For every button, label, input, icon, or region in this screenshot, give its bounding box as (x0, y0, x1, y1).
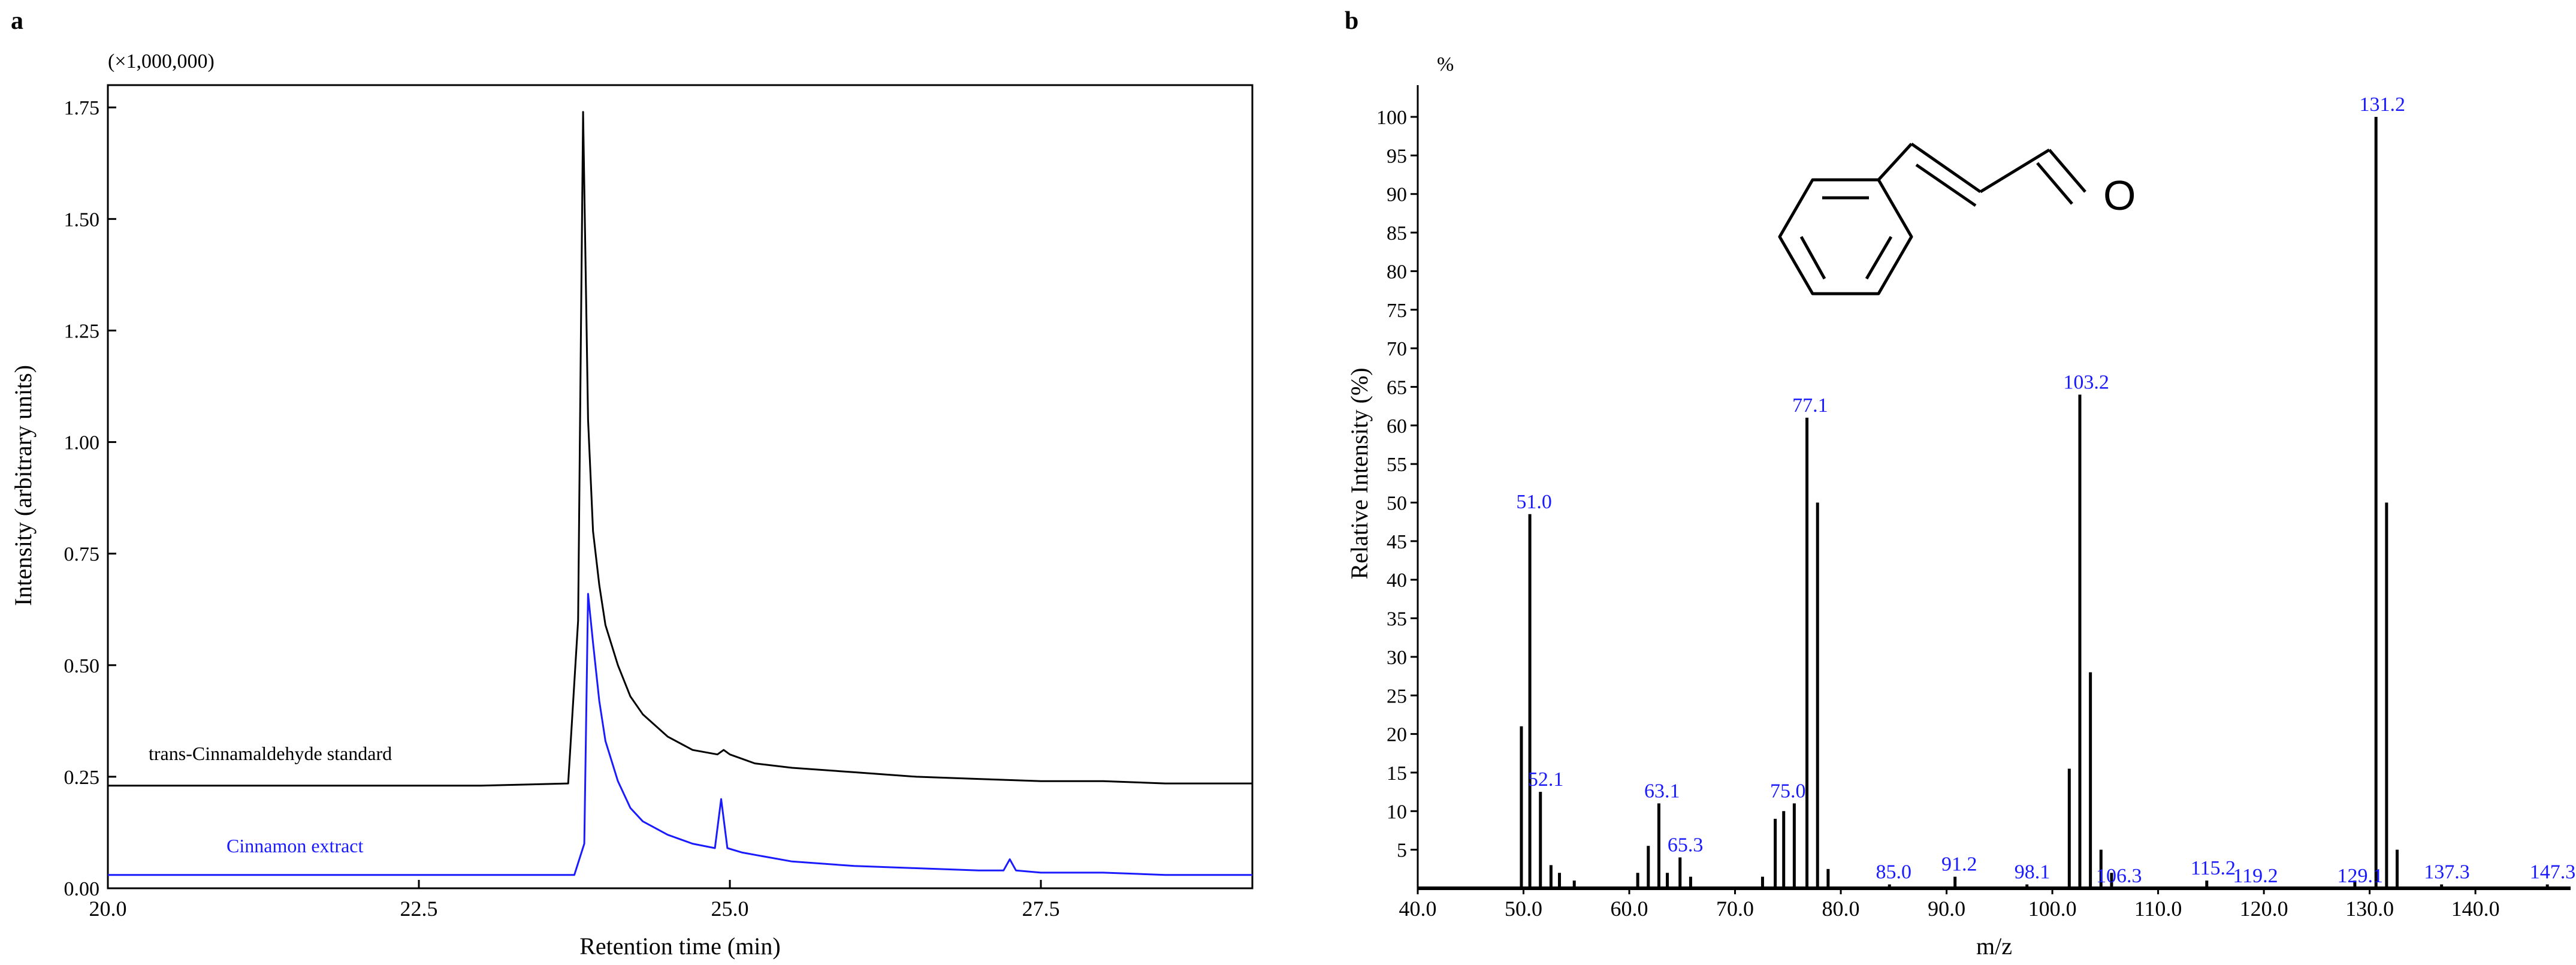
x-tick-label-a: 25.0 (711, 897, 749, 921)
x-tick-label-a: 20.0 (89, 897, 127, 921)
y-tick-label-b: 30 (1387, 647, 1407, 669)
y-tick-label-b: 80 (1387, 261, 1407, 283)
y-tick-label-b: 85 (1387, 222, 1407, 245)
plot-frame-a (107, 84, 1254, 889)
x-tick-label-b: 80.0 (1822, 897, 1860, 921)
peak-label: 106.3 (2096, 865, 2142, 887)
y-tick-label-a: 1.25 (64, 320, 100, 342)
x-tick-label-b: 40.0 (1399, 897, 1437, 921)
y-tick-label-b: 95 (1387, 145, 1407, 167)
ring-double-bond (1799, 236, 1826, 280)
y-tick-label-a: 0.00 (64, 878, 100, 900)
panel-a-chromatogram: a (×1,000,000) 0.00 0.25 0.50 0.75 1.00 1.25 1… (10, 7, 1254, 960)
ring-double-bond (1865, 236, 1893, 280)
x-axis-ticks-b: 40.0 50.0 60.0 70.0 80.0 90.0 100.0 110.0 120.0 1… (1399, 888, 2500, 921)
y-axis-ticks-b: 5 10 15 20 25 30 35 40 45 50 55 60 65 70 75 80 85 90 95 100 (1376, 107, 1418, 862)
y-axis-ticks-a: 0.00 0.25 0.50 0.75 1.00 1.25 1.50 1.75 (64, 97, 116, 900)
y-tick-label-b: 20 (1387, 724, 1407, 746)
peak-label: 103.2 (2063, 371, 2109, 393)
bond (1877, 143, 1913, 181)
y-tick-label-a: 1.50 (64, 209, 100, 231)
x-tick-label-b: 110.0 (2134, 897, 2182, 921)
y-tick-label-a: 0.75 (64, 544, 100, 566)
x-tick-label-a: 22.5 (400, 897, 438, 921)
y-tick-label-b: 70 (1387, 338, 1407, 360)
peak-label: 65.3 (1668, 834, 1704, 857)
x-tick-label-b: 50.0 (1505, 897, 1542, 921)
y-tick-label-b: 40 (1387, 569, 1407, 592)
oxygen-atom-label: O (2103, 172, 2136, 219)
y-tick-label-b: 55 (1387, 454, 1407, 476)
panel-b-label: b (1345, 7, 1358, 35)
y-tick-label-b: 50 (1387, 493, 1407, 515)
peak-label: 147.3 (2530, 861, 2576, 883)
y-tick-label-b: 60 (1387, 415, 1407, 438)
panel-a-label: a (11, 7, 23, 35)
peak-label: 85.0 (1876, 861, 1912, 883)
percent-unit-label: % (1437, 53, 1454, 76)
peak-label: 77.1 (1792, 394, 1828, 417)
peak-label: 98.1 (2015, 861, 2050, 883)
x-axis-ticks-a: 20.0 22.5 25.0 27.5 (89, 880, 1060, 921)
y-tick-label-b: 35 (1387, 608, 1407, 631)
cinnamaldehyde-structure (1778, 142, 2086, 295)
y-tick-label-a: 0.50 (64, 655, 100, 677)
x-tick-label-b: 60.0 (1611, 897, 1648, 921)
peak-label: 52.1 (1528, 768, 1564, 791)
y-tick-label-b: 75 (1387, 300, 1407, 322)
y-tick-label-b: 25 (1387, 685, 1407, 707)
panel-b-mass-spectrum: b % 5 10 15 20 25 30 35 40 45 50 55 60 65 70 75 80 85 90 9… (1345, 7, 2575, 960)
peak-label: 115.2 (2191, 857, 2236, 879)
peak-label: 91.2 (1941, 854, 1977, 876)
peak-label: 137.3 (2424, 861, 2470, 883)
series-label-extract: Cinnamon extract (227, 835, 363, 857)
y-axis-title-b: Relative Intensity (%) (1346, 367, 1373, 579)
series-label-standard: trans-Cinnamaldehyde standard (149, 743, 392, 764)
bond (1979, 148, 2050, 194)
y-tick-label-b: 5 (1397, 840, 1407, 862)
peak-label: 75.0 (1770, 780, 1806, 802)
y-tick-label-b: 15 (1387, 762, 1407, 785)
peak-label: 51.0 (1516, 491, 1552, 513)
y-axis-title-a: Intensity (arbitrary units) (10, 365, 37, 606)
y-tick-label-a: 1.75 (64, 97, 100, 119)
peak-label: 131.2 (2360, 94, 2406, 116)
x-tick-label-b: 130.0 (2345, 897, 2394, 921)
x-axis-title-b: m/z (1976, 933, 2012, 960)
peak-label: 119.2 (2233, 865, 2278, 887)
x-tick-label-b: 90.0 (1928, 897, 1965, 921)
y-tick-label-b: 10 (1387, 801, 1407, 823)
trace-1 (108, 593, 1252, 876)
y-multiplier-label: (×1,000,000) (108, 50, 215, 73)
y-tick-label-b: 90 (1387, 184, 1407, 206)
x-tick-label-b: 120.0 (2240, 897, 2288, 921)
spectrum-peaks (1520, 117, 2549, 888)
y-tick-label-a: 1.00 (64, 432, 100, 454)
alkene-double-bond (1915, 163, 1977, 207)
trace-0 (108, 111, 1252, 787)
y-tick-label-b: 45 (1387, 531, 1407, 553)
chromatogram-traces (108, 111, 1252, 876)
bond (1910, 142, 1982, 194)
carbonyl-bond (2048, 149, 2086, 193)
x-tick-label-b: 70.0 (1716, 897, 1754, 921)
carbonyl-double-bond (2036, 162, 2073, 205)
y-tick-label-a: 0.25 (64, 767, 100, 789)
x-axis-title-a: Retention time (min) (579, 933, 781, 960)
y-tick-label-b: 100 (1376, 107, 1407, 129)
x-tick-label-b: 100.0 (2028, 897, 2077, 921)
y-tick-label-b: 65 (1387, 376, 1407, 399)
x-tick-label-a: 27.5 (1022, 897, 1060, 921)
peak-label: 63.1 (1644, 780, 1680, 802)
peak-label: 129.1 (2337, 865, 2383, 887)
x-tick-label-b: 140.0 (2451, 897, 2500, 921)
peak-labels: 51.0 52.1 63.1 65.3 75.0 77.1 85.0 91.2 98.1 103.… (1516, 94, 2575, 887)
